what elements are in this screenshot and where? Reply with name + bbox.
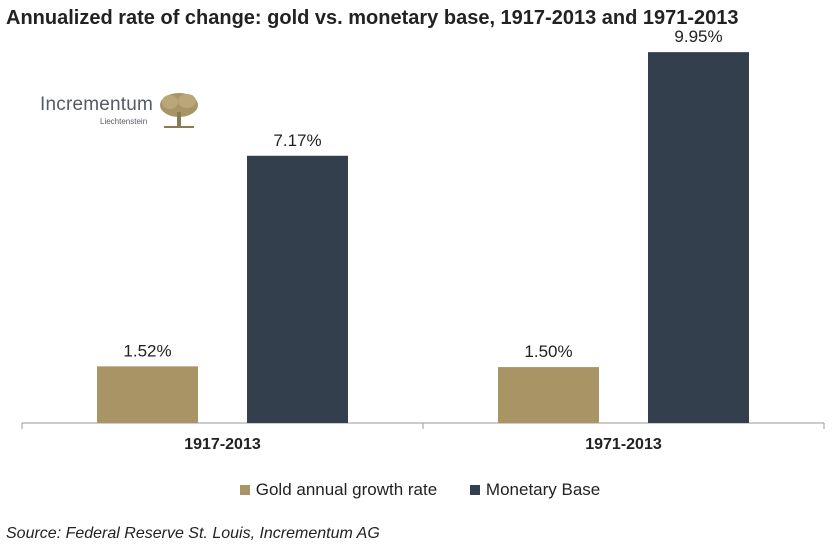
- source-note: Source: Federal Reserve St. Louis, Incre…: [6, 525, 380, 542]
- data-label: 7.17%: [273, 131, 321, 150]
- legend-label-gold: Gold annual growth rate: [255, 480, 438, 499]
- logo-subtitle: Liechtenstein: [100, 117, 148, 126]
- incrementum-logo: Incrementum Liechtenstein: [40, 90, 210, 140]
- legend-swatch-gold: [239, 485, 250, 495]
- tree-icon: [160, 93, 198, 128]
- x-tick-label: 1917-2013: [184, 436, 261, 453]
- data-label: 1.52%: [123, 341, 171, 360]
- chart-title: Annualized rate of change: gold vs. mone…: [6, 7, 739, 29]
- bar-chart: 1.52% 7.17% 1917-2013 1.50% 9.95% 1971-2013: [21, 27, 825, 453]
- bar-gold-1971-2013: [498, 367, 599, 423]
- legend: Gold annual growth rate Monetary Base: [0, 480, 840, 500]
- bar-monetary-base-1971-2013: [648, 52, 749, 424]
- legend-swatch-monetary-base: [469, 485, 480, 495]
- logo-wordmark: Incrementum: [40, 94, 154, 115]
- data-label: 9.95%: [674, 27, 722, 46]
- bar-monetary-base-1917-2013: [247, 155, 348, 423]
- x-tick-label: 1971-2013: [585, 436, 662, 453]
- bar-gold-1917-2013: [97, 366, 198, 423]
- legend-label-monetary-base: Monetary Base: [485, 480, 601, 499]
- data-label: 1.50%: [524, 342, 572, 361]
- legend-item-gold: Gold annual growth rate: [239, 480, 438, 500]
- legend-item-monetary-base: Monetary Base: [469, 480, 601, 500]
